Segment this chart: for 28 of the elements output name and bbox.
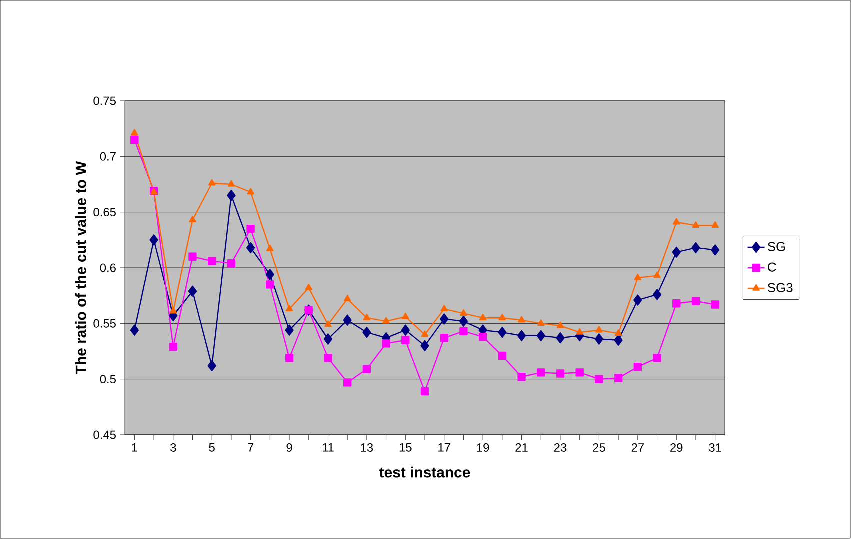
x-tick-label: 19 bbox=[477, 444, 490, 452]
y-tick-label: 0.5 bbox=[100, 375, 116, 384]
legend-label: C bbox=[768, 262, 776, 272]
x-tick-label: 23 bbox=[554, 444, 567, 452]
x-tick-label: 11 bbox=[322, 444, 334, 452]
x-tick-label: 9 bbox=[286, 444, 292, 452]
y-tick-label: 0.75 bbox=[94, 96, 116, 106]
x-tick-label: 31 bbox=[709, 444, 722, 452]
y-tick-label: 0.65 bbox=[94, 208, 116, 217]
x-tick-label: 29 bbox=[670, 444, 683, 452]
x-tick-label: 21 bbox=[516, 444, 528, 452]
y-tick-label: 0.6 bbox=[100, 264, 116, 272]
x-tick-label: 7 bbox=[248, 444, 254, 452]
y-tick-label: 0.55 bbox=[94, 319, 116, 328]
x-tick-label: 17 bbox=[438, 444, 450, 452]
y-tick-label: 0.7 bbox=[100, 152, 116, 161]
y-tick-label: 0.45 bbox=[94, 430, 116, 440]
x-tick-label: 5 bbox=[209, 444, 215, 452]
legend-label: SG bbox=[768, 242, 786, 252]
x-tick-label: 1 bbox=[132, 444, 138, 452]
x-axis-title: test instance bbox=[380, 466, 470, 478]
x-tick-label: 13 bbox=[361, 444, 374, 452]
x-tick-label: 25 bbox=[593, 444, 606, 452]
x-tick-label: 3 bbox=[170, 444, 176, 452]
y-axis-title: The ratio of the cut value to W bbox=[75, 161, 86, 375]
x-tick-label: 27 bbox=[632, 444, 644, 452]
x-tick-label: 15 bbox=[400, 444, 412, 452]
legend-label: SG3 bbox=[768, 283, 793, 292]
